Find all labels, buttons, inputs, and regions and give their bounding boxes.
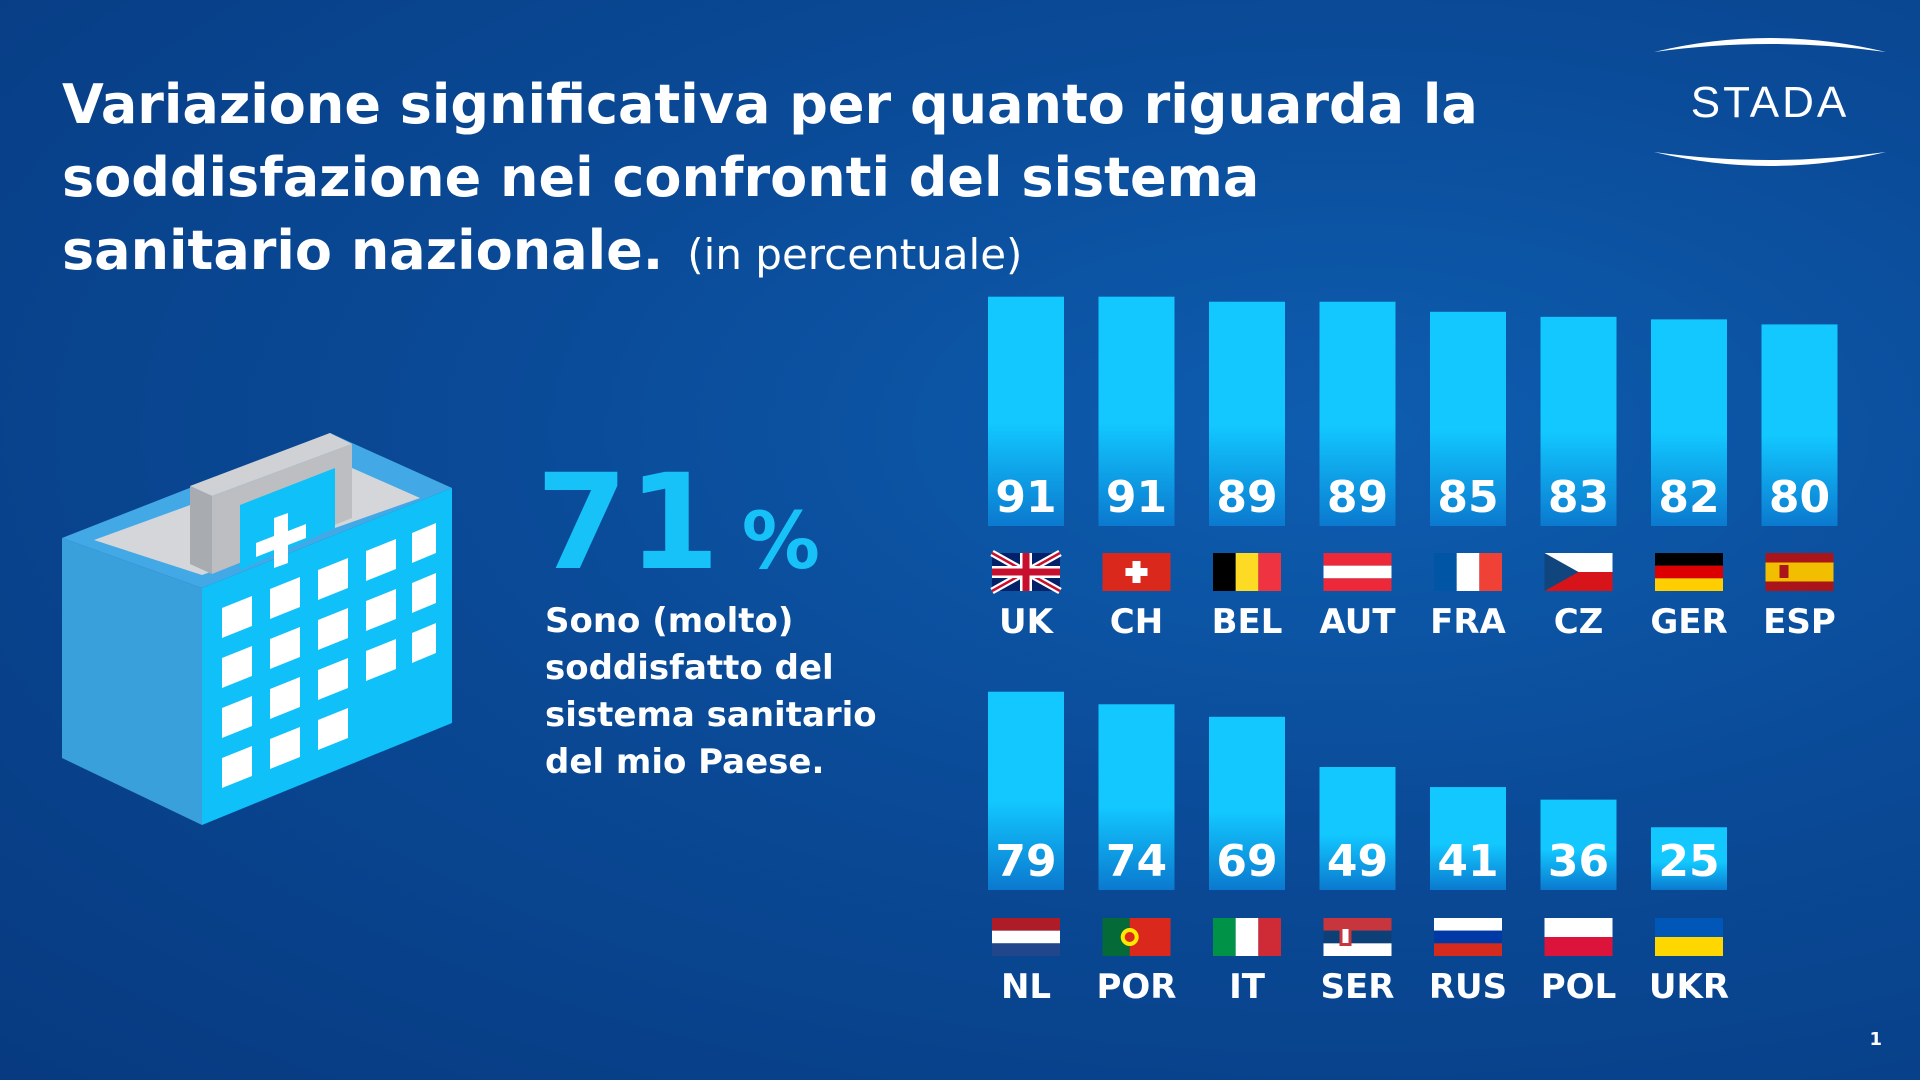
country-label-pol: POL xyxy=(1541,967,1617,1007)
bar-por xyxy=(1098,704,1175,890)
bar-ch xyxy=(1098,296,1175,526)
bar-rus xyxy=(1430,787,1506,890)
country-label-ukr: UKR xyxy=(1649,967,1729,1007)
bar-value-ch: 91 xyxy=(1106,472,1167,523)
bar-uk xyxy=(988,296,1064,526)
country-label-ser: SER xyxy=(1321,967,1395,1007)
country-label-esp: ESP xyxy=(1763,602,1836,642)
flag-nl-icon xyxy=(992,918,1060,956)
summary-number: 71 xyxy=(536,446,720,600)
bar-fra xyxy=(1430,311,1506,526)
country-label-bel: BEL xyxy=(1212,602,1283,642)
bar-value-esp: 80 xyxy=(1769,472,1830,523)
summary-unit: % xyxy=(741,497,820,587)
country-label-ger: GER xyxy=(1650,602,1727,642)
page-title: Variazione significativa per quanto rigu… xyxy=(62,68,1502,291)
country-label-ch: CH xyxy=(1110,602,1163,642)
bar-value-por: 74 xyxy=(1106,836,1167,887)
flag-esp-icon xyxy=(1765,553,1834,591)
flag-uk-icon xyxy=(990,549,1062,595)
country-label-fra: FRA xyxy=(1430,602,1506,642)
bar-ukr xyxy=(1651,827,1727,890)
country-label-aut: AUT xyxy=(1319,602,1396,642)
hospital-icon xyxy=(62,433,452,825)
flag-ch-icon xyxy=(1102,553,1171,591)
bar-value-ger: 82 xyxy=(1658,472,1719,523)
bar-pol xyxy=(1540,799,1617,890)
bar-aut xyxy=(1319,301,1396,526)
summary-value: 71% xyxy=(536,448,820,617)
bar-cz xyxy=(1540,316,1617,526)
summary-caption: Sono (molto) soddisfatto del sistema san… xyxy=(545,601,877,782)
bar-value-pol: 36 xyxy=(1548,836,1609,887)
flag-aut-icon xyxy=(1323,553,1392,591)
flag-it-icon xyxy=(1213,918,1281,956)
flag-fra-icon xyxy=(1434,553,1502,591)
country-label-nl: NL xyxy=(1001,967,1051,1007)
bar-value-fra: 85 xyxy=(1437,472,1498,523)
bar-ser xyxy=(1319,767,1396,890)
country-label-rus: RUS xyxy=(1429,967,1507,1007)
flag-rus-icon xyxy=(1434,918,1502,956)
logo-swoosh-icon xyxy=(1654,38,1886,166)
country-label-cz: CZ xyxy=(1554,602,1604,642)
country-label-por: POR xyxy=(1096,967,1176,1007)
flag-cz-icon xyxy=(1544,553,1613,591)
flag-por-icon xyxy=(1102,918,1171,956)
bar-value-bel: 89 xyxy=(1216,472,1277,523)
bar-value-uk: 91 xyxy=(995,472,1056,523)
bar-value-ukr: 25 xyxy=(1658,836,1719,887)
bar-it xyxy=(1209,716,1285,890)
bar-value-cz: 83 xyxy=(1548,472,1609,523)
bar-value-aut: 89 xyxy=(1327,472,1388,523)
bar-value-nl: 79 xyxy=(995,836,1056,887)
page-number: 1 xyxy=(1869,1029,1882,1050)
flag-ger-icon xyxy=(1655,553,1723,591)
bar-nl xyxy=(988,691,1064,890)
country-label-uk: UK xyxy=(999,602,1055,642)
bar-ger xyxy=(1651,319,1727,526)
flag-ukr-icon xyxy=(1655,918,1723,956)
country-label-it: IT xyxy=(1229,967,1266,1007)
bar-esp xyxy=(1761,324,1838,526)
flag-pol-icon xyxy=(1544,918,1613,956)
stada-logo: STADA xyxy=(1650,34,1890,172)
bar-value-ser: 49 xyxy=(1327,836,1388,887)
bar-value-rus: 41 xyxy=(1437,836,1498,887)
title-unit-note: (in percentuale) xyxy=(687,230,1023,279)
logo-text: STADA xyxy=(1690,78,1850,127)
flag-bel-icon xyxy=(1213,553,1281,591)
bar-bel xyxy=(1209,301,1285,526)
title-main: Variazione significativa per quanto rigu… xyxy=(62,73,1478,282)
bar-value-it: 69 xyxy=(1216,836,1277,887)
flag-ser-icon xyxy=(1323,918,1392,956)
